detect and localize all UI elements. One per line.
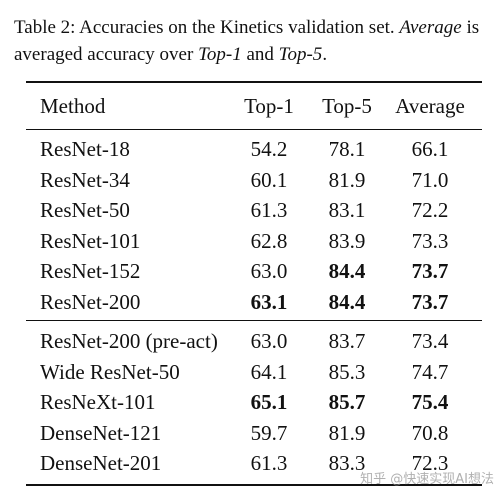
header-method: Method — [40, 94, 106, 118]
method-cell: ResNet-200 (pre-act) — [40, 329, 218, 353]
avg-cell: 75.4 — [411, 390, 449, 414]
top1-cell: 60.1 — [250, 168, 288, 192]
top1-cell: 61.3 — [250, 451, 288, 475]
method-cell: ResNet-200 — [40, 290, 141, 314]
avg-cell: 74.7 — [411, 360, 449, 384]
caption-end: . — [322, 44, 328, 65]
method-cell: ResNet-152 — [40, 259, 141, 283]
method-cell: ResNet-34 — [40, 168, 130, 192]
top5-cell: 85.7 — [328, 390, 366, 414]
avg-cell: 71.0 — [411, 168, 449, 192]
method-cell: DenseNet-121 — [40, 421, 162, 445]
avg-cell: 73.3 — [411, 229, 449, 253]
method-cell: ResNeXt-101 — [40, 390, 156, 414]
top1-cell: 59.7 — [250, 421, 288, 445]
top5-cell: 83.3 — [328, 451, 366, 475]
top5-cell: 83.1 — [328, 198, 366, 222]
top1-cell: 63.0 — [250, 329, 288, 353]
table-bottom-rule — [26, 484, 482, 486]
top5-cell: 81.9 — [328, 421, 366, 445]
watermark-text: 知乎 @快速实现AI想法 — [360, 472, 494, 487]
top5-cell: 78.1 — [328, 137, 366, 161]
table-caption: Table 2: Accuracies on the Kinetics vali… — [14, 14, 494, 68]
caption-emphasis-top1: Top-1 — [198, 44, 242, 65]
method-cell: Wide ResNet-50 — [40, 360, 180, 384]
avg-cell: 66.1 — [411, 137, 449, 161]
caption-emphasis-top5: Top-5 — [278, 44, 323, 65]
top5-cell: 85.3 — [328, 360, 366, 384]
top1-cell: 63.0 — [250, 259, 288, 283]
avg-cell: 73.7 — [411, 290, 449, 314]
top5-cell: 83.9 — [328, 229, 366, 253]
caption-prefix: Table 2: Accuracies on the Kinetics vali… — [14, 17, 395, 38]
caption-emphasis-average: Average — [399, 17, 462, 38]
table-top-rule — [26, 81, 482, 83]
method-cell: DenseNet-201 — [40, 451, 162, 475]
top1-cell: 62.8 — [250, 229, 288, 253]
method-cell: ResNet-50 — [40, 198, 130, 222]
header-average: Average — [395, 94, 465, 118]
header-top5: Top-5 — [322, 94, 372, 118]
avg-cell: 73.4 — [411, 329, 449, 353]
top5-cell: 84.4 — [328, 259, 366, 283]
method-cell: ResNet-18 — [40, 137, 130, 161]
top1-cell: 65.1 — [250, 390, 288, 414]
header-rule — [26, 129, 482, 130]
avg-cell: 72.2 — [411, 198, 449, 222]
avg-cell: 70.8 — [411, 421, 449, 445]
caption-and: and — [246, 44, 274, 65]
top5-cell: 84.4 — [328, 290, 366, 314]
caption-mid: is averaged accuracy over — [14, 17, 480, 65]
avg-cell: 73.7 — [411, 259, 449, 283]
top1-cell: 61.3 — [250, 198, 288, 222]
group-separator-rule — [26, 320, 482, 321]
avg-cell: 72.3 — [411, 451, 449, 475]
header-top1: Top-1 — [244, 94, 294, 118]
top1-cell: 63.1 — [250, 290, 288, 314]
top1-cell: 64.1 — [250, 360, 288, 384]
top5-cell: 83.7 — [328, 329, 366, 353]
top5-cell: 81.9 — [328, 168, 366, 192]
top1-cell: 54.2 — [250, 137, 288, 161]
method-cell: ResNet-101 — [40, 229, 141, 253]
